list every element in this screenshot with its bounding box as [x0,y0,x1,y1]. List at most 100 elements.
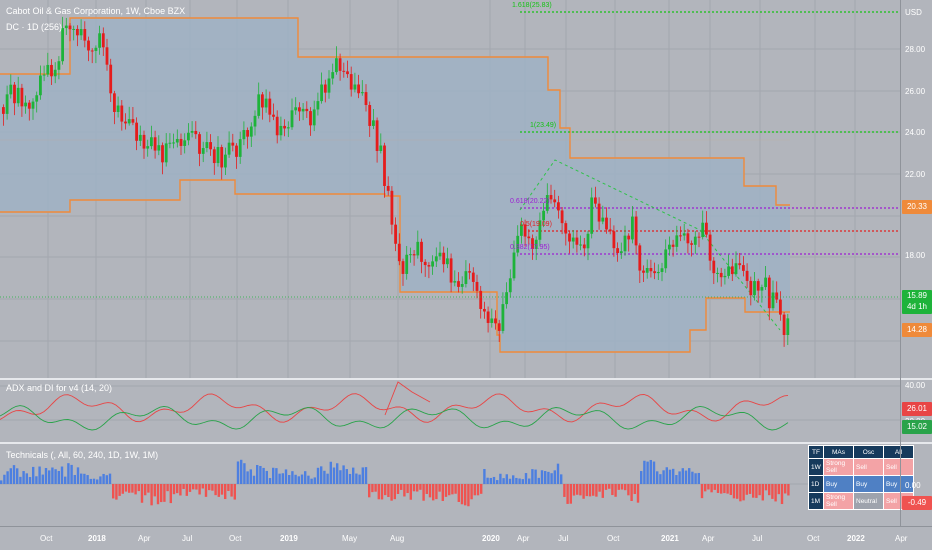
candle-body [475,281,479,291]
histogram-bar [220,484,224,495]
candle-body [235,145,238,157]
candle-body [294,107,298,111]
histogram-bar [80,473,83,484]
price-tick: 28.00 [905,45,926,54]
histogram-bar [6,471,9,484]
price-axis[interactable]: USD 28.00 26.00 24.00 22.00 18.00 20.33 … [900,0,932,526]
histogram-bar [656,471,659,484]
time-tick: Oct [40,534,53,543]
histogram-bar [339,470,342,484]
histogram-bar [64,476,67,484]
histogram-bar [150,484,153,506]
histogram-bar [611,484,614,496]
candle-body [716,272,719,274]
candle-body [109,64,113,94]
candle-body [564,223,568,234]
histogram-bar [259,465,262,484]
time-tick: Jul [558,534,569,543]
time-tick: 2019 [280,534,298,543]
histogram-bar [243,463,246,484]
candle-body [453,281,457,283]
candle-body [386,185,390,191]
technicals-pane[interactable]: Technicals (, All, 60, 240, 1D, 1W, 1M) [0,444,900,526]
histogram-bar [585,484,588,497]
time-axis[interactable]: Oct 2018 Apr Jul Oct 2019 May Aug 2020 Apr Jul Oct 2… [0,526,932,550]
histogram-bar [73,474,76,484]
last-price-badge: 15.89 4d 1h [902,290,932,314]
candle-body [442,252,446,265]
upper-channel-badge: 20.33 [902,200,932,214]
histogram-bar [16,468,19,484]
price-chart[interactable] [0,0,904,378]
pane-separator[interactable] [0,442,932,444]
candle-body [582,244,586,249]
adx-pane[interactable]: ADX and DI for v4 (14, 20) [0,380,900,442]
candle-body [124,121,127,124]
candle-body [116,105,120,112]
candle-body [198,134,201,154]
histogram-bar [288,475,291,484]
candle-body [238,139,242,157]
candle-body [557,202,560,211]
candle-body [649,268,653,272]
histogram-bar [633,484,636,495]
histogram-bar [361,467,364,484]
dc-indicator-title[interactable]: DC · 1D (256) [6,22,63,32]
candle-body [346,71,349,75]
histogram-bar [720,484,723,494]
candle-body [449,258,453,283]
technicals-histogram[interactable] [0,444,900,526]
histogram-bar [710,484,713,493]
candle-body [538,220,542,240]
histogram-bar [419,484,422,490]
histogram-bar [70,464,73,484]
histogram-bar [185,484,188,496]
histogram-bar [512,475,515,484]
histogram-bar [352,467,355,484]
histogram-bar [649,459,652,484]
histogram-bar [211,484,214,491]
histogram-bar [99,476,102,484]
histogram-bar [304,471,307,484]
candle-body [216,147,220,164]
currency-label[interactable]: USD [905,8,922,17]
histogram-bar [787,484,790,496]
header-tf: TF [808,445,824,459]
row-osc: Buy [853,475,884,493]
pane-separator[interactable] [0,378,932,380]
table-row: 1M Strong Sell Neutral Sell [808,492,914,510]
candle-body [268,98,272,115]
time-tick: Oct [607,534,620,543]
histogram-bar [457,484,460,502]
histogram-bar [499,473,502,484]
candle-body [619,251,623,254]
histogram-bar [713,484,716,490]
histogram-bar [659,474,662,484]
price-pane[interactable]: Cabot Oil & Gas Corporation, 1W, Cboe BZ… [0,0,904,378]
histogram-bar [422,484,425,501]
candle-body [342,70,346,72]
symbol-title[interactable]: Cabot Oil & Gas Corporation, 1W, Cboe BZ… [6,6,186,16]
candle-body [372,120,375,126]
histogram-bar [643,460,646,484]
histogram-bar [515,477,518,484]
histogram-bar [608,484,611,489]
candle-body [597,203,601,222]
technicals-indicator-title[interactable]: Technicals (, All, 60, 240, 1D, 1W, 1M) [6,450,159,460]
histogram-bar [451,484,454,495]
candle-body [331,72,335,79]
histogram-bar [204,484,208,497]
histogram-bar [179,484,182,496]
adx-indicator-title[interactable]: ADX and DI for v4 (14, 20) [6,383,113,393]
candle-body [113,93,116,112]
adx-chart[interactable] [0,380,900,442]
candle-body [623,235,627,252]
histogram-bar [393,484,396,500]
candle-body [64,25,68,29]
candle-body [42,74,46,76]
histogram-bar [556,463,560,484]
histogram-bar [508,478,512,484]
candle-body [20,87,24,107]
candle-body [57,61,61,70]
histogram-bar [377,484,380,500]
